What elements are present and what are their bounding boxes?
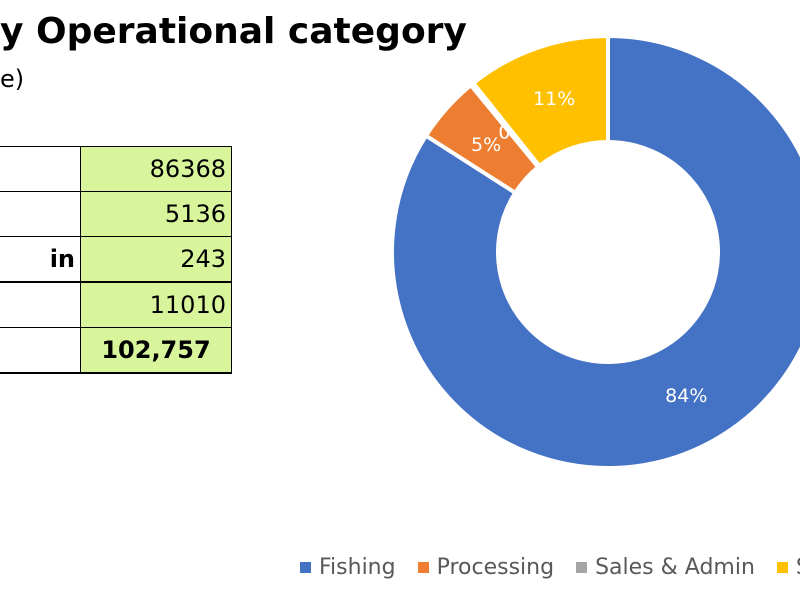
legend-label: S xyxy=(796,555,800,580)
row-label xyxy=(0,191,81,237)
legend-label: Fishing xyxy=(319,555,396,580)
data-label: 11% xyxy=(533,88,575,110)
table-row: 86368 xyxy=(0,146,232,192)
legend-swatch xyxy=(776,562,788,573)
donut-slice-fishing xyxy=(390,33,800,470)
legend-label: Sales & Admin xyxy=(595,555,755,580)
row-value: 11010 xyxy=(80,282,232,328)
data-label: 84% xyxy=(665,385,707,407)
legend-item-fishing: Fishing xyxy=(300,555,396,580)
table-row: 5136 xyxy=(0,191,232,237)
legend-item-fourth: S xyxy=(776,555,800,580)
row-value: 5136 xyxy=(80,191,232,237)
row-value: 243 xyxy=(80,236,232,283)
total-value: 102,757 xyxy=(80,327,232,374)
donut-slice-fourth xyxy=(470,33,610,169)
row-label xyxy=(0,146,81,192)
data-table: 86368 5136 in 243 11010 102,757 xyxy=(0,146,232,374)
chart-title: y Operational category xyxy=(0,11,467,52)
row-value: 86368 xyxy=(80,146,232,192)
data-label: 5% xyxy=(471,134,501,156)
legend-swatch xyxy=(417,562,429,573)
legend-swatch xyxy=(300,562,311,573)
chart-legend: Fishing Processing Sales & Admin S xyxy=(300,555,800,580)
chart-subtitle: e) xyxy=(0,65,25,93)
table-row-total: 102,757 xyxy=(0,327,232,374)
table-row: 11010 xyxy=(0,282,232,328)
row-label xyxy=(0,282,81,328)
legend-label: Processing xyxy=(436,555,555,580)
table-row: in 243 xyxy=(0,236,232,283)
row-label xyxy=(0,327,81,374)
legend-swatch xyxy=(576,562,588,573)
legend-item-sales-admin: Sales & Admin xyxy=(576,555,755,580)
row-label: in xyxy=(0,236,81,283)
legend-item-processing: Processing xyxy=(417,555,555,580)
